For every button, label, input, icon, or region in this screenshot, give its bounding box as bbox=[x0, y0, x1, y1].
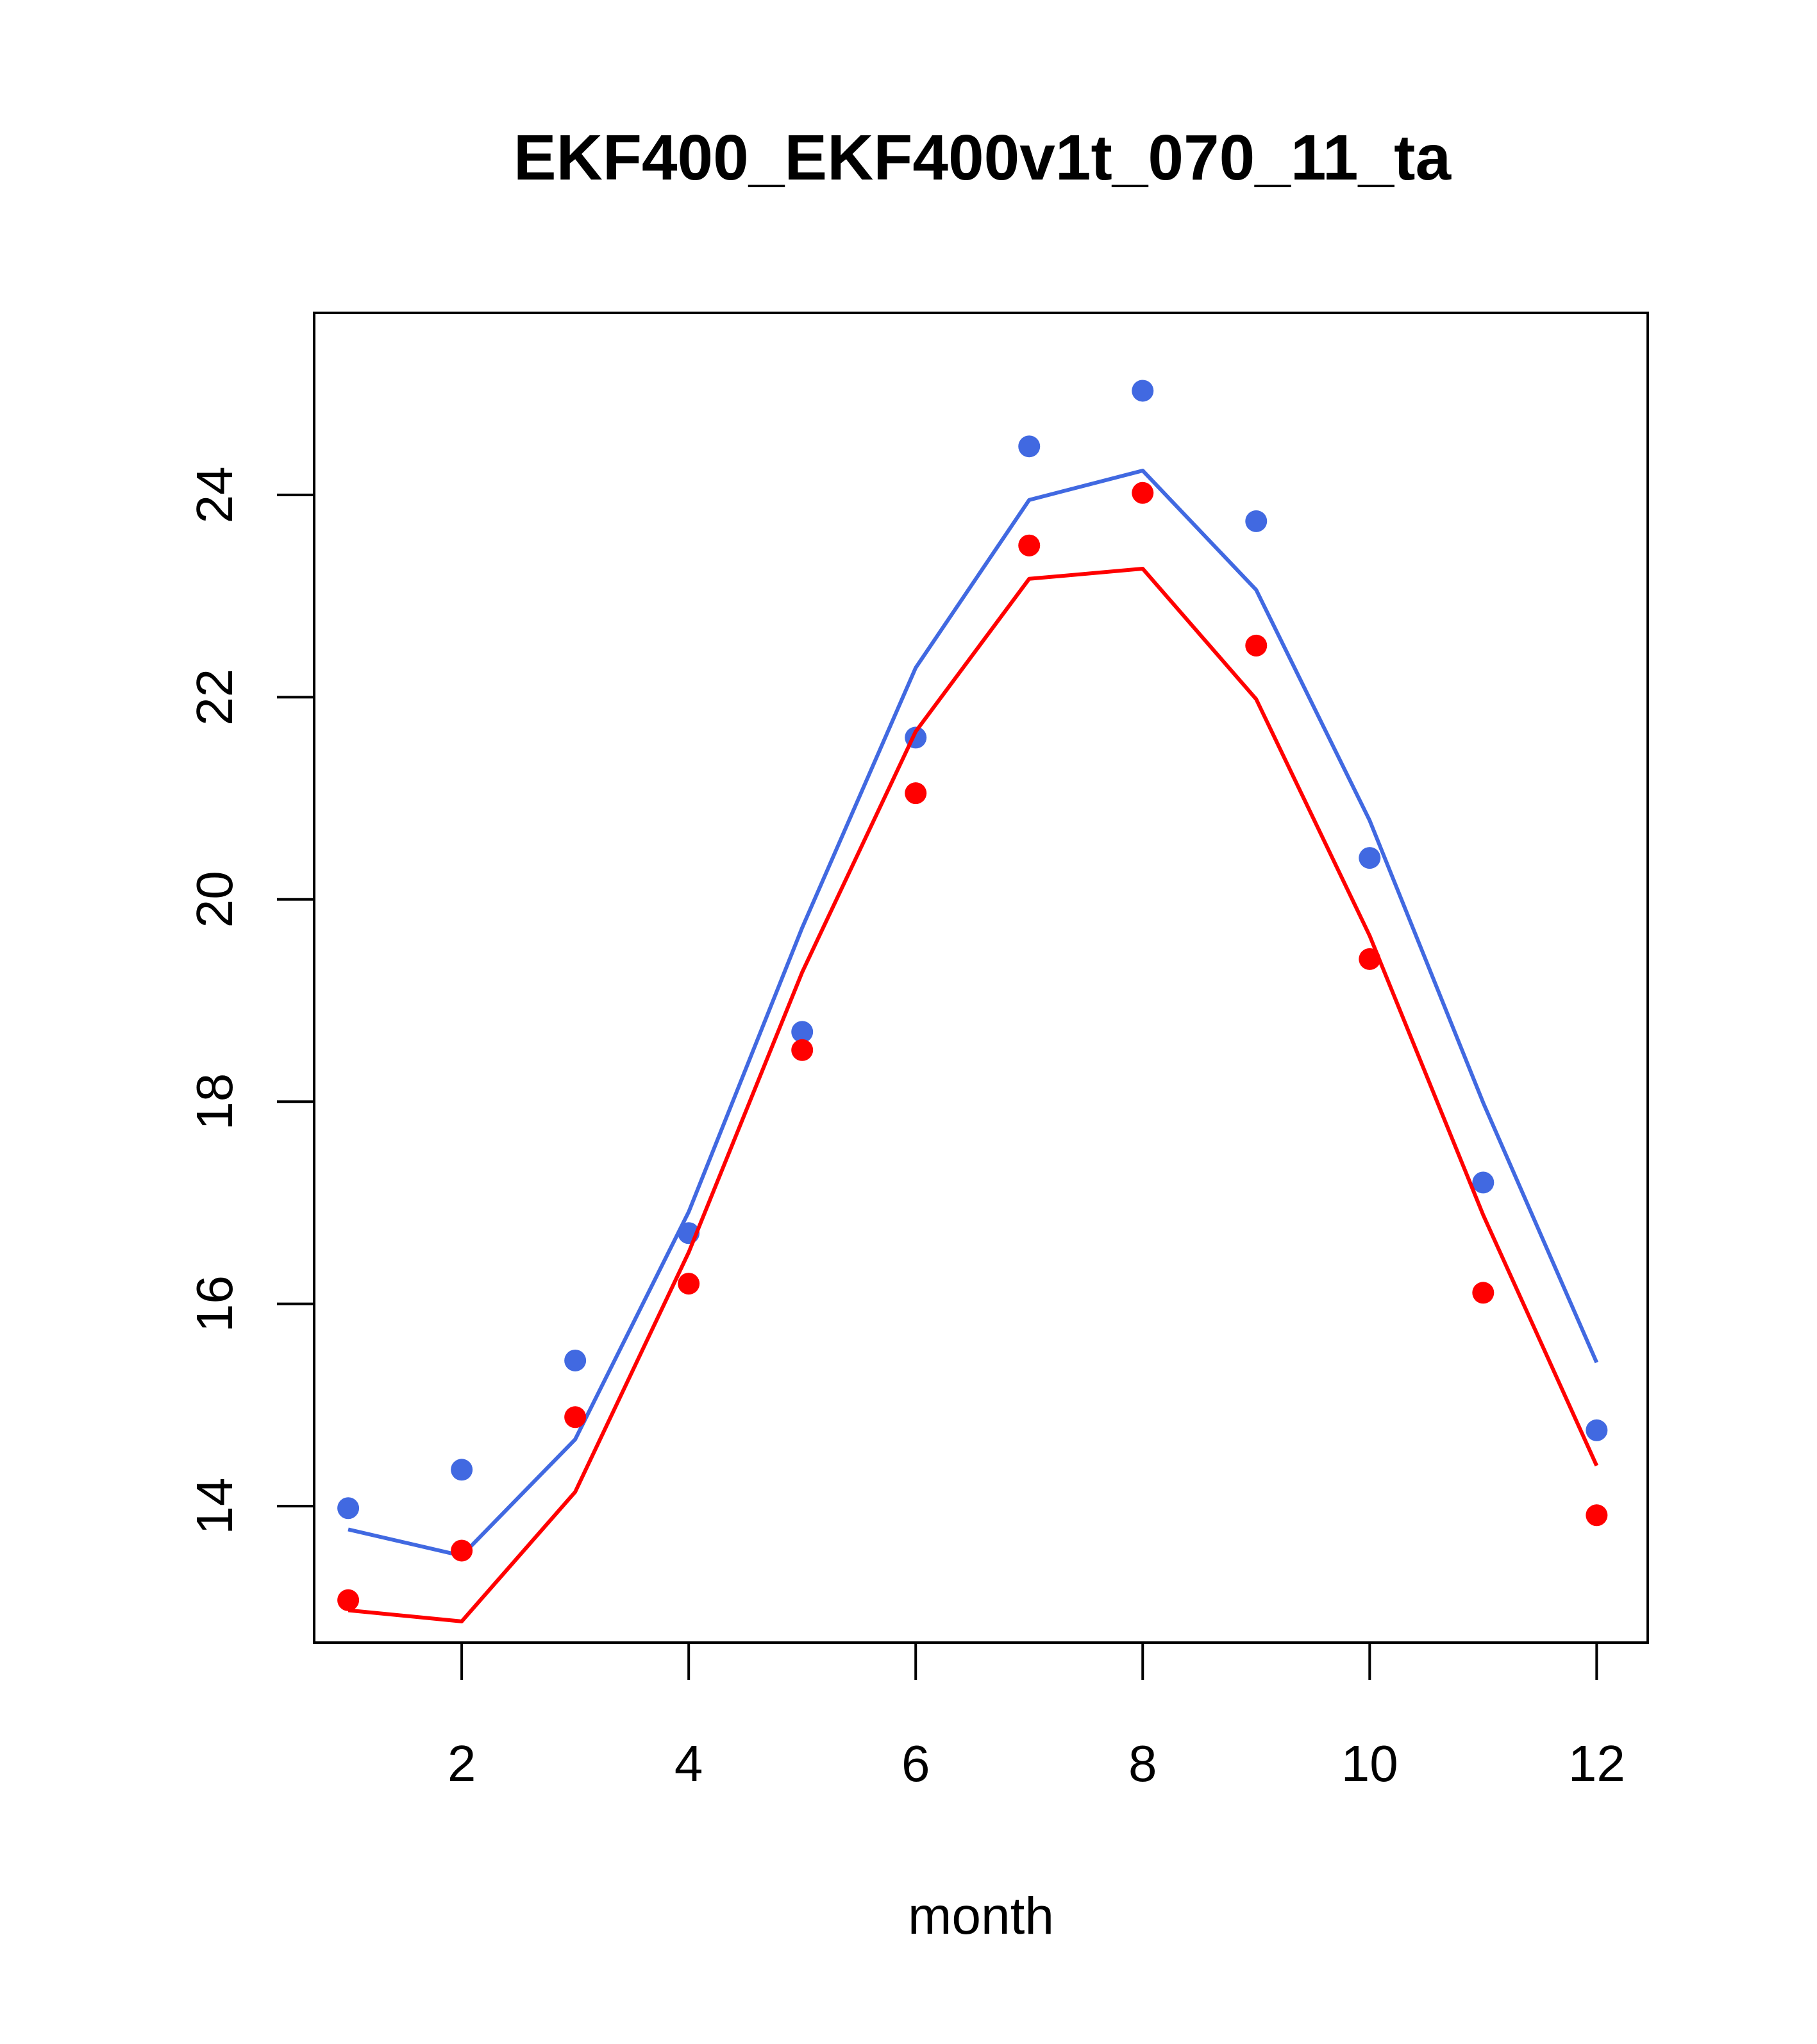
series-point-2 bbox=[678, 1273, 700, 1295]
x-axis-label: month bbox=[908, 1887, 1054, 1945]
series-point-2 bbox=[451, 1539, 473, 1562]
y-tick-label: 24 bbox=[186, 466, 243, 523]
series-point-1 bbox=[1472, 1171, 1495, 1194]
chart-title: EKF400_EKF400v1t_070_11_ta bbox=[514, 122, 1452, 194]
y-tick-label: 18 bbox=[186, 1073, 243, 1130]
series-point-2 bbox=[791, 1039, 814, 1061]
series-point-2 bbox=[1472, 1282, 1495, 1304]
plot-frame bbox=[313, 312, 1649, 1644]
series-point-2 bbox=[1018, 534, 1041, 557]
series-point-1 bbox=[791, 1021, 814, 1043]
series-point-2 bbox=[337, 1589, 360, 1611]
series-point-2 bbox=[1359, 948, 1381, 970]
y-axis: 14 16 18 20 22 24 bbox=[186, 466, 315, 1535]
x-tick-label: 2 bbox=[448, 1735, 476, 1792]
y-tick-label: 16 bbox=[186, 1275, 243, 1332]
x-tick-label: 4 bbox=[674, 1735, 703, 1792]
series-point-1 bbox=[451, 1459, 473, 1481]
series-point-1 bbox=[1586, 1419, 1608, 1441]
series-point-2 bbox=[1245, 634, 1268, 657]
x-axis: 2 4 6 8 10 12 bbox=[448, 1641, 1625, 1792]
x-tick-label: 6 bbox=[901, 1735, 930, 1792]
x-tick-label: 8 bbox=[1128, 1735, 1157, 1792]
series-point-1 bbox=[1245, 510, 1268, 532]
x-tick-label: 10 bbox=[1341, 1735, 1398, 1792]
series-line-2 bbox=[347, 567, 1599, 1623]
series-point-1 bbox=[1359, 847, 1381, 869]
series-point-2 bbox=[1132, 482, 1154, 504]
series-point-1 bbox=[1132, 380, 1154, 402]
series-point-1 bbox=[337, 1497, 360, 1520]
series-line-1 bbox=[347, 469, 1599, 1558]
series-point-1 bbox=[564, 1349, 587, 1371]
series-point-2 bbox=[564, 1406, 587, 1428]
y-tick-label: 14 bbox=[186, 1478, 243, 1535]
series-point-2 bbox=[905, 782, 927, 805]
y-tick-label: 22 bbox=[186, 669, 243, 726]
series-point-1 bbox=[1018, 435, 1041, 458]
x-tick-label: 12 bbox=[1568, 1735, 1625, 1792]
y-tick-label: 20 bbox=[186, 871, 243, 928]
series-point-2 bbox=[1586, 1504, 1608, 1527]
series-layer bbox=[337, 380, 1608, 1623]
